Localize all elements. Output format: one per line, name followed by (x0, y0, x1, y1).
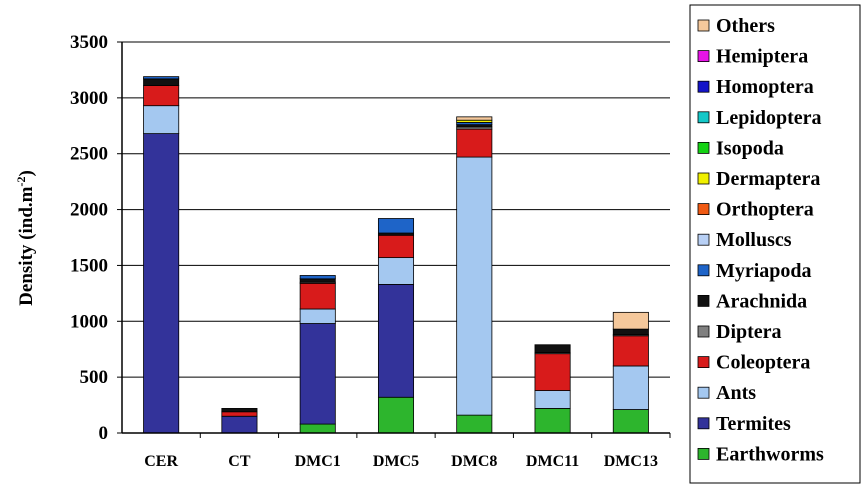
bar-segment-termites (299, 323, 336, 425)
x-tick-label: DMC1 (295, 453, 341, 470)
bar-segment-arachnida (612, 328, 649, 336)
legend-label: Homoptera (716, 76, 814, 98)
x-tick-labels: CER CT DMC1 DMC5 DMC8 DMC11 DMC13 (144, 433, 671, 470)
bar-segment-coleoptera (534, 353, 571, 391)
bar-segment-coleoptera (456, 128, 493, 158)
bar-segment-ants (612, 365, 649, 410)
legend-label: Hemiptera (716, 46, 808, 68)
bar-segment-ants (143, 105, 180, 135)
legend-label: Earthworms (716, 443, 824, 465)
bar-segment-myriapoda (299, 275, 336, 280)
legend-swatch (697, 386, 710, 399)
x-tick-label: CT (228, 453, 251, 470)
bar-segment-coleoptera (299, 282, 336, 310)
x-tick-label: CER (144, 453, 178, 470)
legend-swatch (697, 111, 710, 124)
y-axis-label-main: Density (ind.m (16, 186, 37, 305)
legend-label: Dermaptera (716, 168, 820, 190)
x-tick-label: DMC13 (604, 453, 658, 470)
bar-segment-earthworms (299, 423, 336, 434)
bar-segment-coleoptera (377, 234, 415, 259)
y-tick-label: 2000 (70, 200, 108, 221)
legend-label: Diptera (716, 321, 782, 343)
bar-segment-arachnida (221, 408, 258, 413)
x-tick-label: DMC11 (526, 453, 579, 470)
y-tick-label: 2500 (70, 144, 108, 165)
legend-label: Myriapoda (716, 260, 812, 282)
bar-segment-earthworms (377, 396, 415, 434)
bar-segment-others (456, 116, 493, 121)
bar-segment-ants (299, 308, 336, 324)
y-axis-label-close: ) (16, 170, 37, 176)
legend-swatch (697, 325, 710, 338)
bar-segment-earthworms (534, 408, 571, 434)
legend-swatch (697, 447, 710, 460)
y-tick-label: 1000 (70, 311, 108, 332)
y-tick-label: 1500 (70, 255, 108, 276)
legend-swatch (697, 80, 710, 93)
axes (121, 42, 670, 434)
legend-swatch (697, 264, 710, 277)
legend-label: Isopoda (716, 137, 784, 159)
legend-swatch (697, 356, 710, 369)
bars (143, 76, 649, 434)
legend-label: Coleoptera (716, 352, 810, 374)
bar-segment-earthworms (612, 409, 649, 434)
legend-swatch (697, 233, 710, 246)
y-tick-label: 3000 (70, 88, 108, 109)
x-tick-label: DMC8 (451, 453, 497, 470)
x-tick-label: DMC5 (373, 453, 419, 470)
bar-segment-termites (143, 133, 180, 434)
legend-label: Lepidoptera (716, 107, 822, 129)
y-tick-label: 0 (99, 423, 109, 444)
bar-segment-others (612, 311, 649, 330)
legend: Others Hemiptera Homoptera Lepidoptera Isopo… (689, 4, 861, 484)
legend-label: Ants (716, 382, 756, 404)
bar-segment-arachnida (534, 344, 571, 353)
legend-swatch (697, 417, 710, 430)
bar-segment-arachnida (299, 278, 336, 283)
y-axis-label-sup: -2 (14, 177, 28, 187)
bar-segment-termites (221, 415, 258, 434)
bar-segment-ants (377, 257, 415, 285)
legend-label: Others (716, 15, 775, 37)
bar-segment-myriapoda (143, 76, 180, 80)
legend-swatch (697, 50, 710, 62)
legend-box (689, 4, 861, 484)
bar-segment-ants (456, 156, 493, 416)
legend-label: Orthoptera (716, 199, 814, 221)
legend-label: Molluscs (716, 229, 792, 251)
legend-swatch (697, 141, 710, 154)
bar-segment-termites (377, 284, 415, 398)
bar-segment-coleoptera (143, 85, 180, 107)
legend-swatch (697, 203, 710, 216)
y-tick-labels: 0 500 1000 1500 2000 2500 3000 3500 (70, 32, 122, 444)
bar-segment-myriapoda (377, 218, 415, 234)
legend-swatch (697, 19, 710, 32)
bar-segment-ants (534, 390, 571, 409)
y-axis-label: Density (ind.m-2) (14, 170, 37, 306)
legend-swatch (697, 294, 710, 307)
y-tick-label: 3500 (70, 32, 108, 53)
legend-label: Termites (716, 413, 791, 435)
bar-segment-coleoptera (612, 335, 649, 367)
bar-segment-coleoptera (221, 411, 258, 417)
legend-label: Arachnida (716, 290, 807, 312)
y-tick-label: 500 (80, 367, 109, 388)
bar-segment-earthworms (456, 414, 493, 434)
legend-swatch (697, 172, 710, 185)
bar-segment-arachnida (143, 78, 180, 86)
